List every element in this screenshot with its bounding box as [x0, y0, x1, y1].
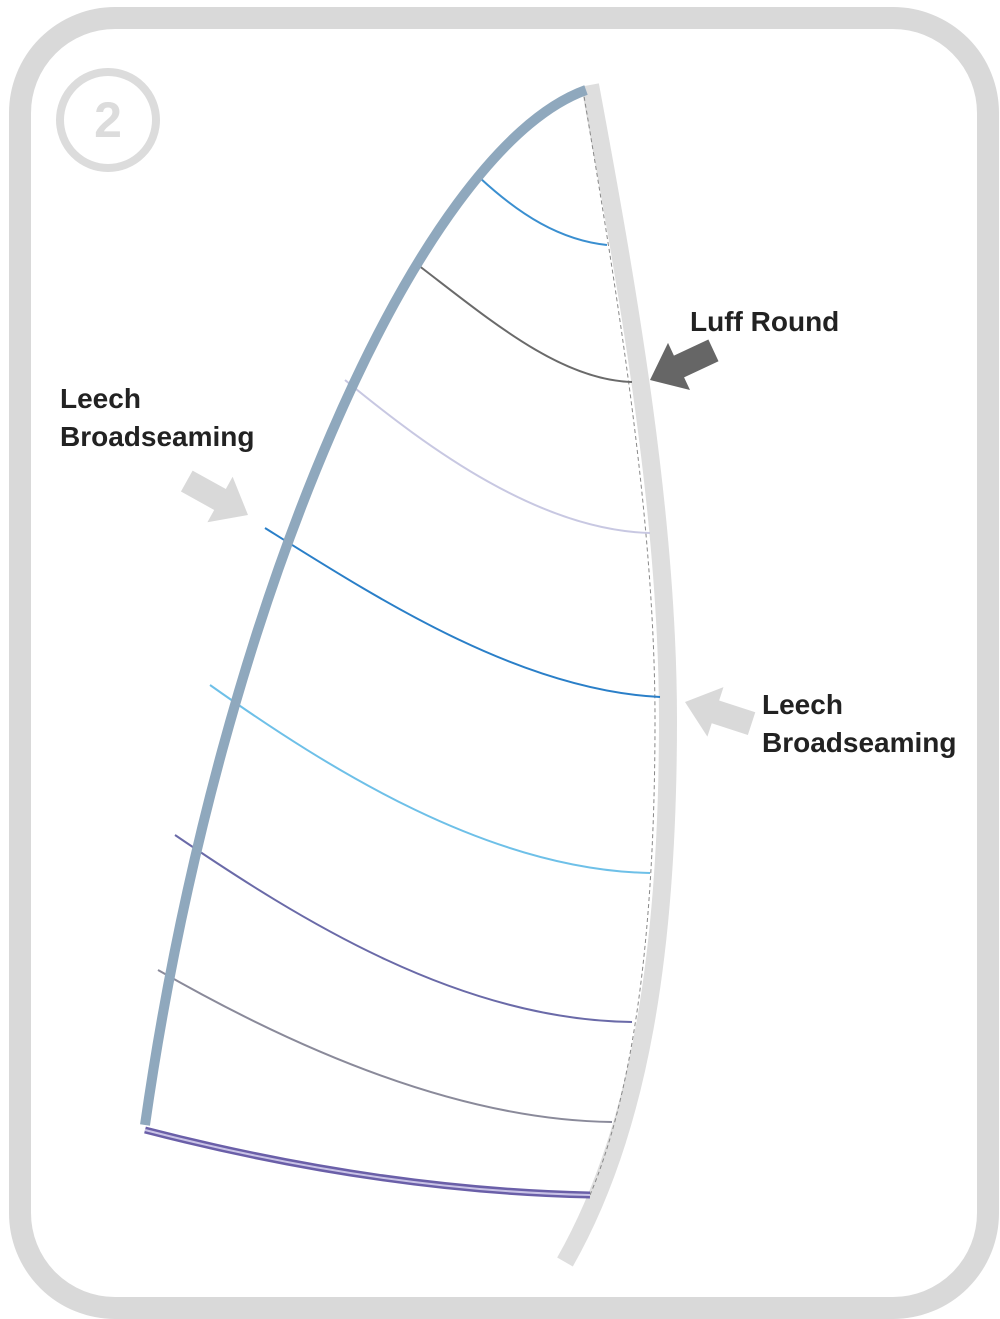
- seam: [344, 379, 651, 534]
- label: Broadseaming: [762, 727, 957, 758]
- seam: [174, 834, 633, 1023]
- seam: [479, 177, 608, 246]
- foot-inner: [144, 1129, 591, 1196]
- label: Luff Round: [690, 306, 839, 337]
- frame: [9, 7, 999, 1319]
- seam: [157, 969, 613, 1123]
- step-circle: [56, 68, 160, 172]
- seam: [417, 264, 633, 383]
- luff-line: [582, 89, 656, 1196]
- leech: [140, 85, 588, 1126]
- seam: [264, 527, 661, 698]
- label: Leech: [762, 689, 843, 720]
- label: Leech: [60, 383, 141, 414]
- arrow: [685, 687, 756, 737]
- mast: [557, 83, 678, 1267]
- seam: [209, 684, 651, 874]
- step-number: 2: [94, 92, 122, 148]
- arrow: [180, 470, 248, 523]
- arrow: [650, 339, 719, 391]
- label: Broadseaming: [60, 421, 255, 452]
